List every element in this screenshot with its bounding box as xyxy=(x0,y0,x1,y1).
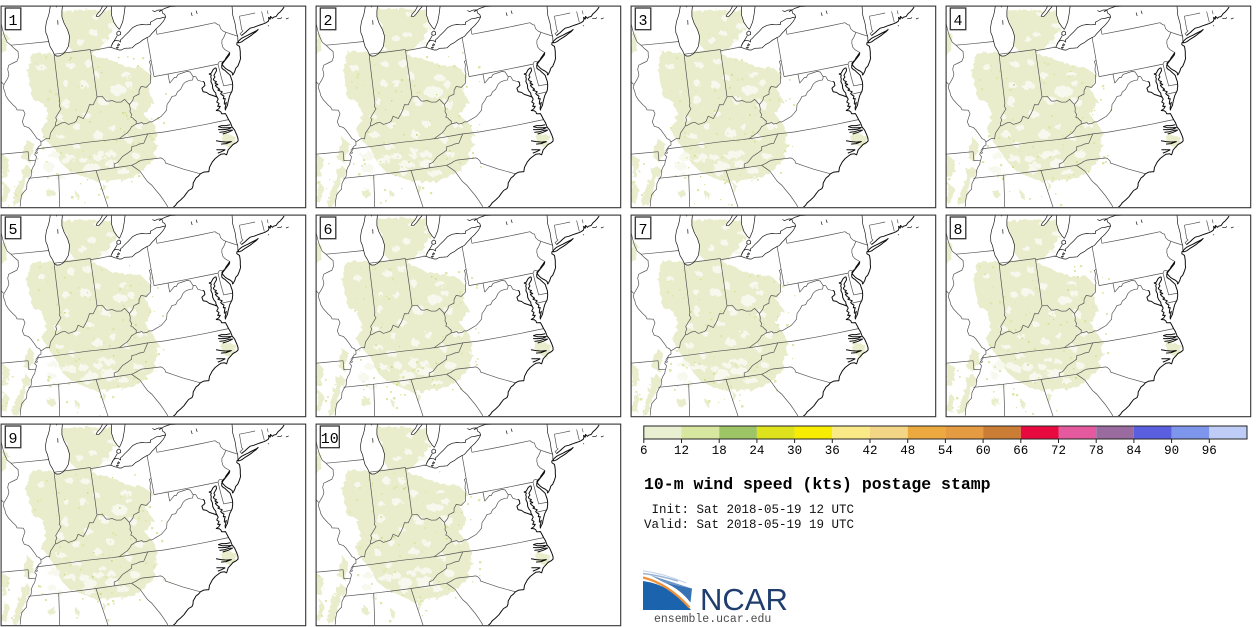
svg-text:6: 6 xyxy=(324,222,333,239)
svg-text:24: 24 xyxy=(749,444,764,458)
svg-text:4: 4 xyxy=(954,13,963,30)
svg-text:42: 42 xyxy=(862,444,877,458)
svg-text:ensemble.ucar.edu: ensemble.ucar.edu xyxy=(654,613,771,626)
svg-text:7: 7 xyxy=(639,222,648,239)
svg-text:NCAR: NCAR xyxy=(700,582,788,617)
svg-text:96: 96 xyxy=(1202,444,1217,458)
svg-text:66: 66 xyxy=(1013,444,1028,458)
svg-text:8: 8 xyxy=(954,222,963,239)
svg-text:2: 2 xyxy=(324,13,333,30)
svg-text:60: 60 xyxy=(976,444,991,458)
svg-text:12: 12 xyxy=(674,444,689,458)
svg-text:10-m wind speed (kts) postage: 10-m wind speed (kts) postage stamp xyxy=(644,475,991,494)
svg-text:90: 90 xyxy=(1164,444,1179,458)
svg-text:1: 1 xyxy=(9,13,18,30)
svg-text:72: 72 xyxy=(1051,444,1066,458)
svg-text:3: 3 xyxy=(639,13,648,30)
svg-text:6: 6 xyxy=(640,444,648,458)
svg-text:84: 84 xyxy=(1126,444,1141,458)
svg-text:Init: Sat 2018-05-19 12 UTC: Init: Sat 2018-05-19 12 UTC xyxy=(644,503,854,517)
svg-text:10: 10 xyxy=(321,431,339,448)
svg-text:48: 48 xyxy=(900,444,915,458)
svg-text:30: 30 xyxy=(787,444,802,458)
svg-text:Valid: Sat 2018-05-19 19 UTC: Valid: Sat 2018-05-19 19 UTC xyxy=(644,518,854,532)
svg-text:9: 9 xyxy=(9,431,18,448)
svg-text:18: 18 xyxy=(712,444,727,458)
svg-text:36: 36 xyxy=(825,444,840,458)
svg-text:5: 5 xyxy=(9,222,18,239)
svg-text:54: 54 xyxy=(938,444,953,458)
svg-text:78: 78 xyxy=(1089,444,1104,458)
